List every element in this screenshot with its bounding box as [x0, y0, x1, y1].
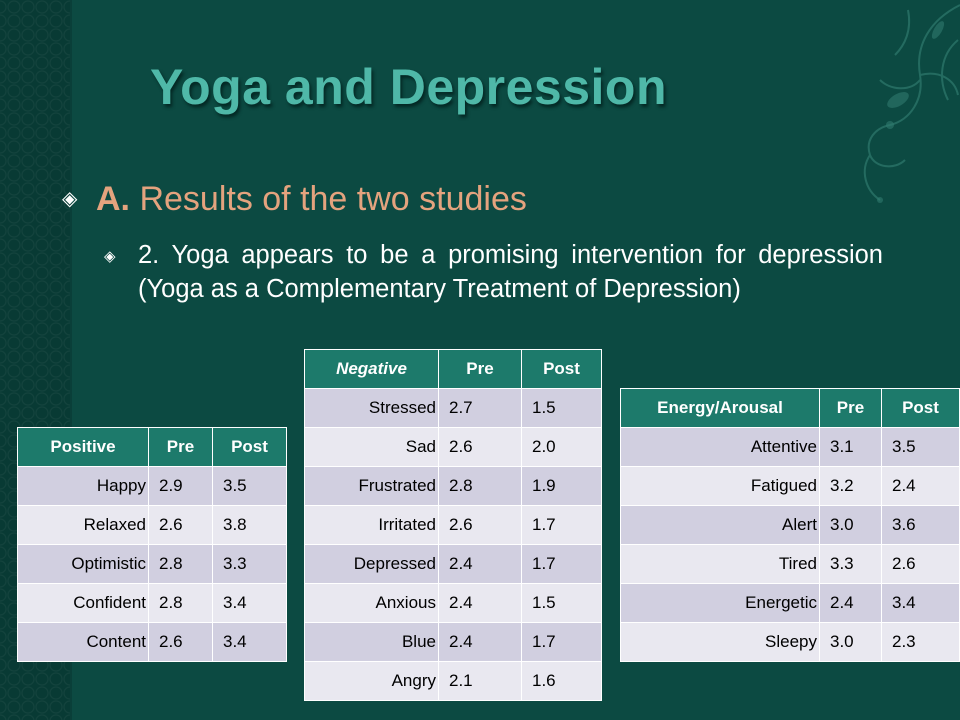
pre-value: 3.0 — [819, 505, 882, 545]
post-value: 3.3 — [212, 544, 287, 584]
mood-label: Sad — [304, 427, 439, 467]
pre-value: 2.8 — [148, 583, 213, 623]
mood-label: Stressed — [304, 388, 439, 428]
table-row: Alert 3.0 3.6 — [620, 505, 960, 545]
table-row: Stressed 2.7 1.5 — [304, 388, 602, 428]
post-value: 3.4 — [212, 583, 287, 623]
section-title: Results of the two studies — [130, 180, 527, 218]
mood-label: Angry — [304, 661, 439, 701]
column-header: Post — [881, 388, 960, 428]
mood-label: Confident — [17, 583, 149, 623]
table-row: Tired 3.3 2.6 — [620, 544, 960, 584]
post-value: 1.7 — [521, 505, 602, 545]
column-header: Positive — [17, 427, 149, 467]
floral-ornament-icon — [863, 4, 960, 203]
table-row: Anxious 2.4 1.5 — [304, 583, 602, 623]
column-header: Pre — [148, 427, 213, 467]
table-row: Content 2.6 3.4 — [17, 622, 287, 662]
column-header: Pre — [438, 349, 522, 389]
table-row: Happy 2.9 3.5 — [17, 466, 287, 506]
post-value: 1.5 — [521, 583, 602, 623]
table-row: Sleepy 3.0 2.3 — [620, 622, 960, 662]
mood-label: Irritated — [304, 505, 439, 545]
table-row: Blue 2.4 1.7 — [304, 622, 602, 662]
pre-value: 2.4 — [819, 583, 882, 623]
table-row: Energetic 2.4 3.4 — [620, 583, 960, 623]
post-value: 1.7 — [521, 622, 602, 662]
diamond-bullet-icon: ◈ — [104, 248, 116, 265]
post-value: 1.9 — [521, 466, 602, 506]
post-value: 1.5 — [521, 388, 602, 428]
mood-label: Alert — [620, 505, 820, 545]
mood-label: Tired — [620, 544, 820, 584]
post-value: 2.4 — [881, 466, 960, 506]
table-row: Irritated 2.6 1.7 — [304, 505, 602, 545]
energy-arousal-table: Energy/Arousal Pre Post Attentive 3.1 3.… — [620, 388, 960, 662]
mood-label: Sleepy — [620, 622, 820, 662]
sub-bullet-text: 2. Yoga appears to be a promising interv… — [138, 241, 883, 303]
pre-value: 2.8 — [148, 544, 213, 584]
pre-value: 2.1 — [438, 661, 522, 701]
pre-value: 2.7 — [438, 388, 522, 428]
section-heading-text: A. Results of the two studies — [96, 180, 527, 219]
table-row: Sad 2.6 2.0 — [304, 427, 602, 467]
pre-value: 2.6 — [148, 622, 213, 662]
mood-label: Blue — [304, 622, 439, 662]
post-value: 1.6 — [521, 661, 602, 701]
mood-label: Fatigued — [620, 466, 820, 506]
side-divider — [70, 0, 72, 720]
slide-title: Yoga and Depression — [150, 59, 668, 115]
table-row: Attentive 3.1 3.5 — [620, 427, 960, 467]
pre-value: 3.2 — [819, 466, 882, 506]
pre-value: 2.4 — [438, 583, 522, 623]
mood-label: Anxious — [304, 583, 439, 623]
section-label: A. — [96, 180, 130, 218]
pre-value: 2.4 — [438, 544, 522, 584]
pre-value: 2.9 — [148, 466, 213, 506]
post-value: 3.4 — [212, 622, 287, 662]
diamond-bullet-icon: ◈ — [62, 188, 78, 210]
mood-label: Happy — [17, 466, 149, 506]
mood-label: Optimistic — [17, 544, 149, 584]
pre-value: 2.6 — [438, 427, 522, 467]
pre-value: 3.3 — [819, 544, 882, 584]
post-value: 2.0 — [521, 427, 602, 467]
pre-value: 3.1 — [819, 427, 882, 467]
column-header: Energy/Arousal — [620, 388, 820, 428]
mood-label: Relaxed — [17, 505, 149, 545]
post-value: 3.5 — [881, 427, 960, 467]
column-header: Post — [212, 427, 287, 467]
pre-value: 2.6 — [438, 505, 522, 545]
pre-value: 2.4 — [438, 622, 522, 662]
table-row: Depressed 2.4 1.7 — [304, 544, 602, 584]
post-value: 2.3 — [881, 622, 960, 662]
table-row: Angry 2.1 1.6 — [304, 661, 602, 701]
post-value: 3.8 — [212, 505, 287, 545]
mood-label: Frustrated — [304, 466, 439, 506]
post-value: 2.6 — [881, 544, 960, 584]
pre-value: 2.6 — [148, 505, 213, 545]
post-value: 1.7 — [521, 544, 602, 584]
mood-label: Energetic — [620, 583, 820, 623]
column-header: Post — [521, 349, 602, 389]
post-value: 3.4 — [881, 583, 960, 623]
positive-table: Positive Pre Post Happy 2.9 3.5 Relaxed … — [17, 427, 287, 662]
table-row: Optimistic 2.8 3.3 — [17, 544, 287, 584]
pre-value: 2.8 — [438, 466, 522, 506]
mood-label: Attentive — [620, 427, 820, 467]
table-row: Frustrated 2.8 1.9 — [304, 466, 602, 506]
post-value: 3.6 — [881, 505, 960, 545]
mood-label: Content — [17, 622, 149, 662]
column-header: Pre — [819, 388, 882, 428]
pre-value: 3.0 — [819, 622, 882, 662]
decorative-side-pattern — [0, 0, 70, 720]
post-value: 3.5 — [212, 466, 287, 506]
table-row: Fatigued 3.2 2.4 — [620, 466, 960, 506]
negative-table: Negative Pre Post Stressed 2.7 1.5 Sad 2… — [304, 349, 602, 701]
column-header: Negative — [304, 349, 439, 389]
table-row: Relaxed 2.6 3.8 — [17, 505, 287, 545]
mood-label: Depressed — [304, 544, 439, 584]
table-row: Confident 2.8 3.4 — [17, 583, 287, 623]
